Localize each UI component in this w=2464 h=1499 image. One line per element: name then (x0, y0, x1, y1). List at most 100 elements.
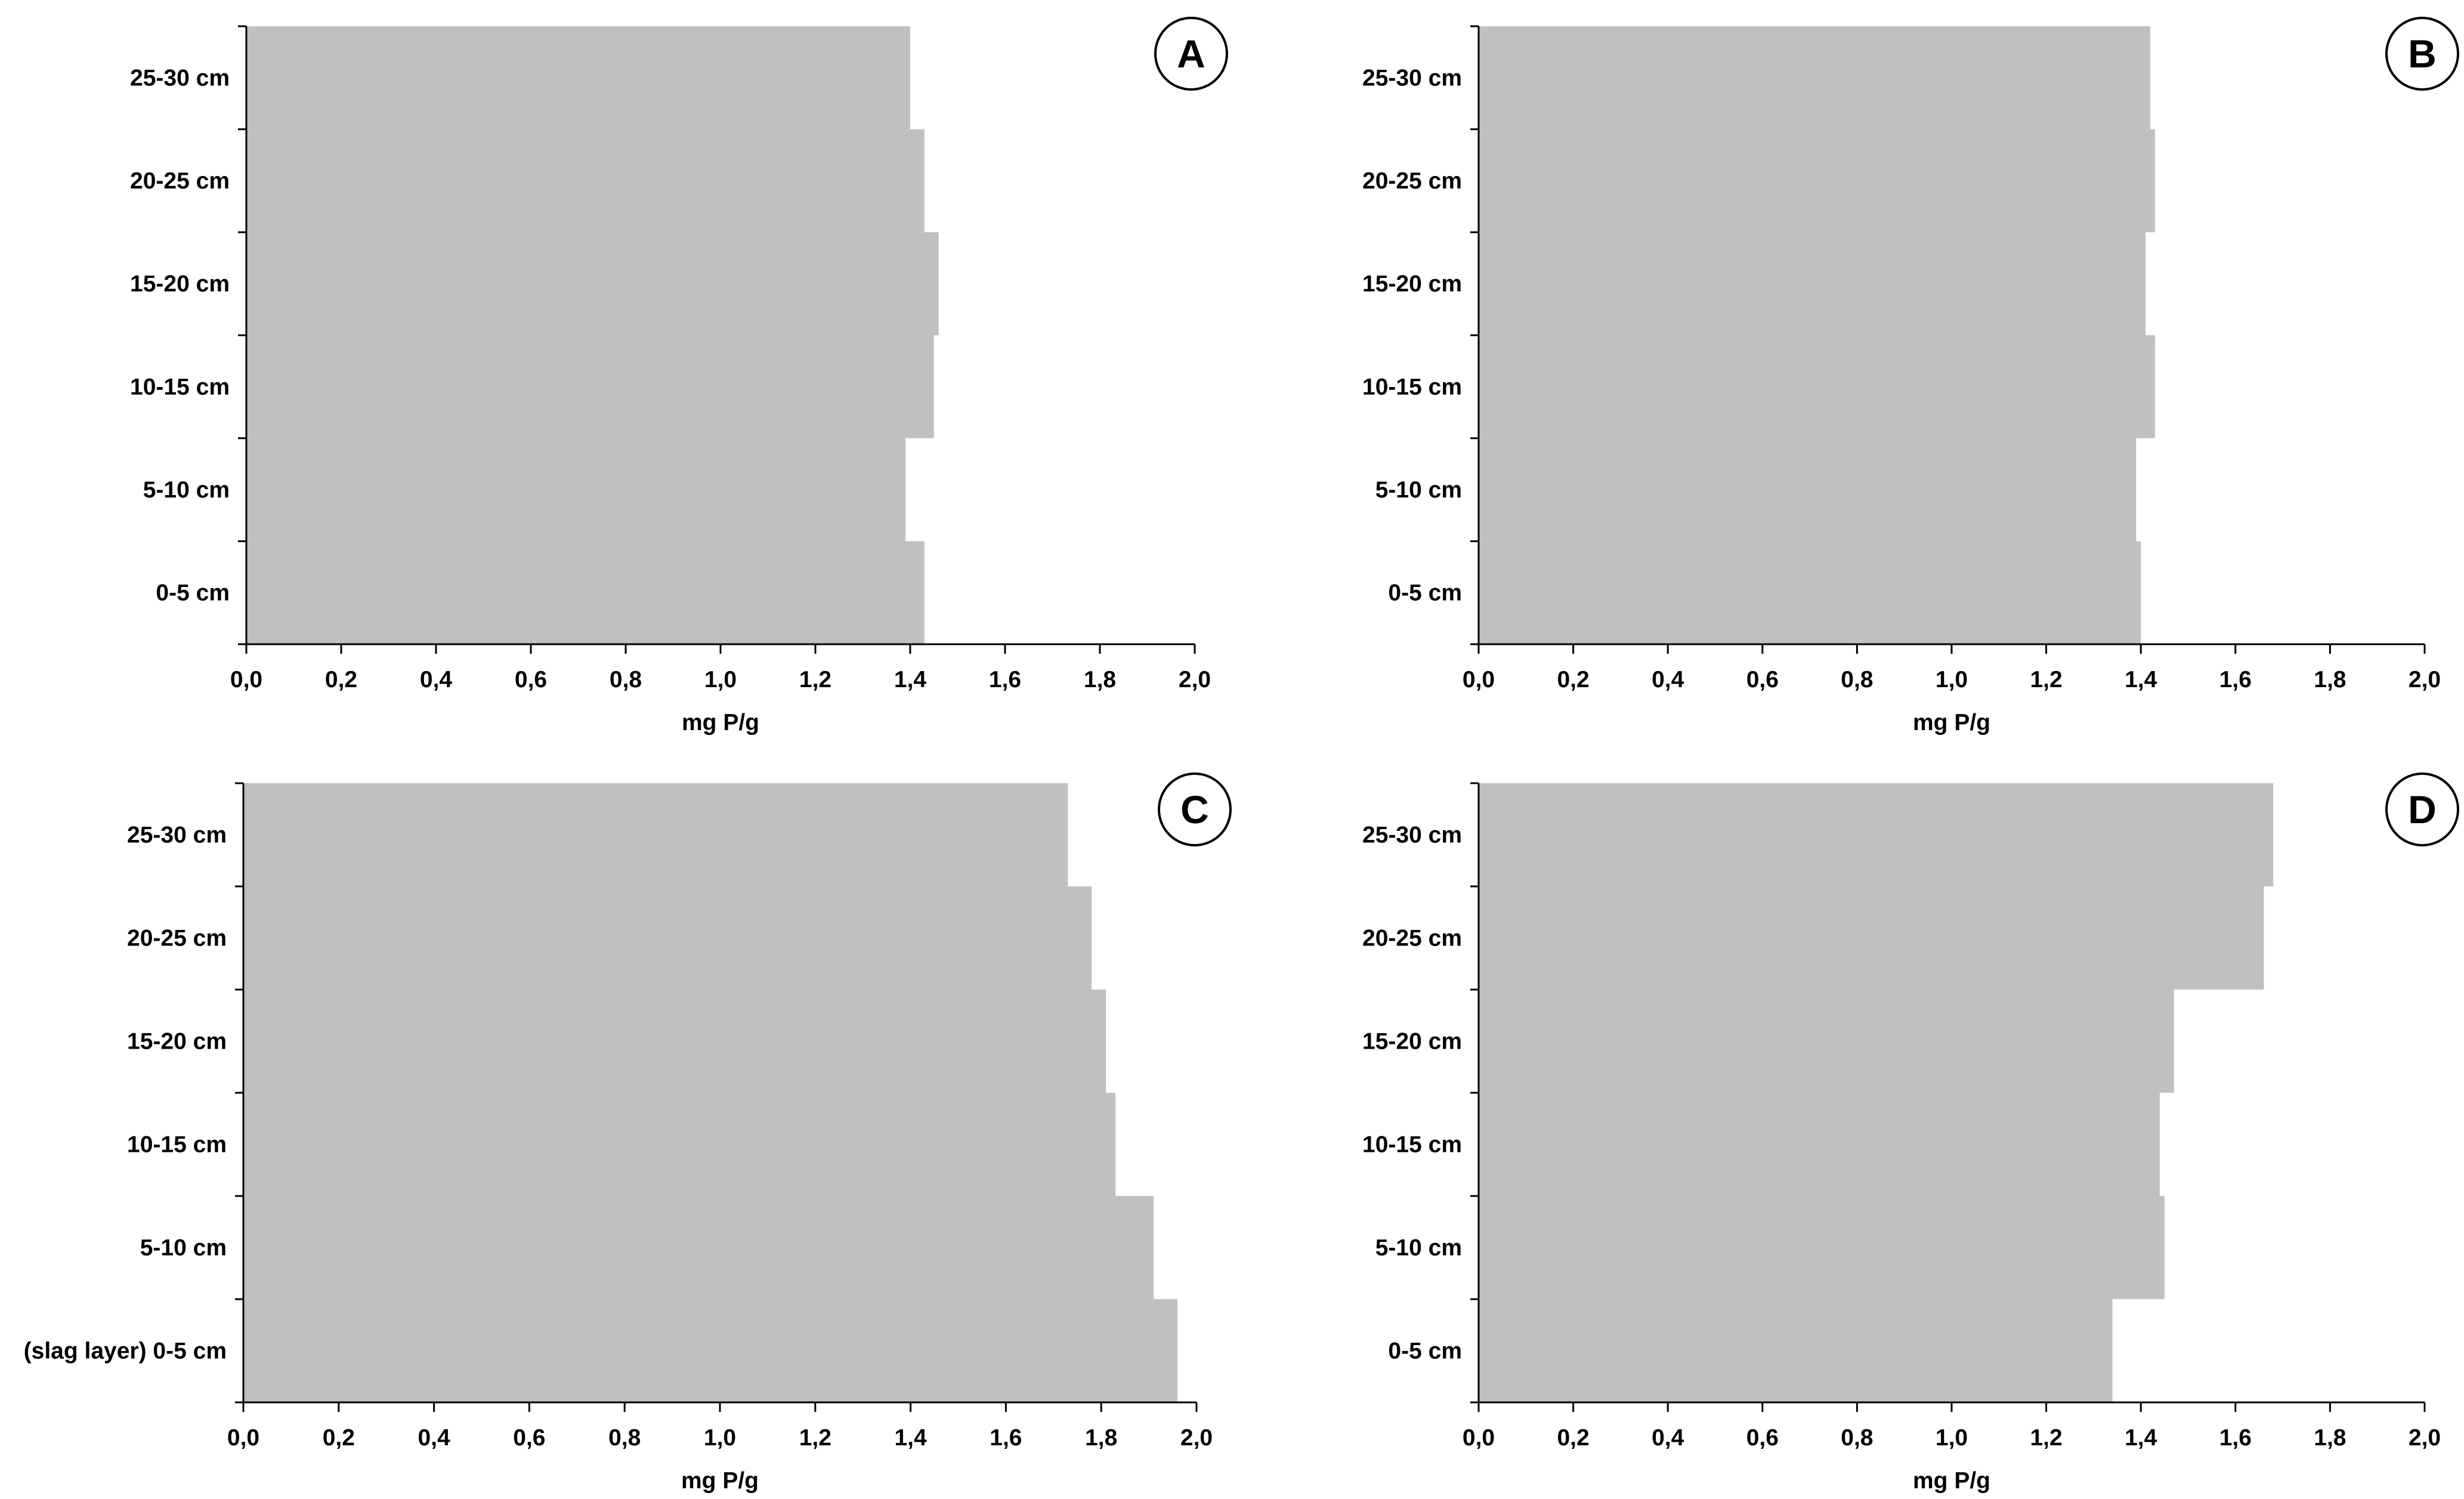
x-tick-label: 1,8 (2314, 1425, 2346, 1451)
x-tick-label: 0,4 (418, 1425, 450, 1451)
chart-panel-b: 0-5 cm 5-10 cm 10-15 cm 15-20 cm 20-25 cm 25-… (1362, 17, 2459, 735)
panel-letter: B (2408, 32, 2437, 76)
bar (243, 1093, 1116, 1196)
x-tick-label: 1,2 (799, 667, 831, 693)
x-axis-title: mg P/g (682, 710, 759, 735)
panel-letter: D (2408, 787, 2437, 832)
x-axis-title: mg P/g (1913, 710, 1990, 735)
x-tick-label: 0,6 (513, 1425, 545, 1451)
bar (246, 335, 934, 438)
x-tick-label: 1,2 (799, 1425, 831, 1451)
bar (1479, 886, 2264, 990)
bar (243, 1196, 1154, 1299)
x-tick-label: 0,0 (1463, 1425, 1495, 1451)
y-tick-label: 5-10 cm (143, 477, 230, 503)
x-tick-label: 0,0 (230, 667, 262, 693)
x-tick-label: 1,4 (2125, 1425, 2157, 1451)
x-tick-label: 1,0 (704, 667, 737, 693)
y-tick-label: 0-5 cm (1388, 1339, 1462, 1364)
y-tick-label: 20-25 cm (130, 168, 230, 194)
y-tick-label: 15-20 cm (1362, 1029, 1462, 1055)
x-tick-label: 2,0 (1180, 1425, 1213, 1451)
bar (1479, 129, 2155, 233)
x-tick-label: 0,2 (1557, 667, 1589, 693)
y-tick-label: 25-30 cm (130, 65, 230, 91)
x-tick-label: 1,6 (989, 667, 1021, 693)
y-tick-label: 10-15 cm (1362, 374, 1462, 400)
bar (1479, 26, 2151, 129)
y-tick-label: 25-30 cm (1362, 823, 1462, 848)
x-tick-label: 0,6 (515, 667, 547, 693)
bar (246, 232, 939, 335)
x-tick-label: 0,8 (1841, 667, 1873, 693)
x-tick-label: 1,6 (2219, 667, 2252, 693)
x-tick-label: 1,4 (2125, 667, 2157, 693)
bar (1479, 1299, 2113, 1402)
y-tick-label: 5-10 cm (1375, 477, 1462, 503)
x-tick-label: 0,2 (323, 1425, 355, 1451)
x-tick-label: 1,8 (1084, 667, 1116, 693)
panel-badge (2385, 772, 2459, 846)
x-tick-label: 1,8 (2314, 667, 2346, 693)
x-tick-label: 1,0 (1936, 667, 1968, 693)
x-tick-label: 1,6 (990, 1425, 1022, 1451)
x-tick-label: 1,0 (704, 1425, 736, 1451)
x-tick-label: 0,8 (610, 667, 642, 693)
x-axis-title: mg P/g (1913, 1468, 1990, 1494)
y-tick-label: 15-20 cm (127, 1029, 227, 1055)
y-tick-label: 5-10 cm (1375, 1235, 1462, 1261)
x-tick-label: 1,4 (894, 1425, 927, 1451)
bar (1479, 541, 2141, 644)
y-tick-label: 0-5 cm (156, 580, 230, 606)
bar (246, 438, 906, 542)
chart-panel-c: (slag layer) 0-5 cm 5-10 cm 10-15 cm 15-20 … (24, 772, 1232, 1494)
x-tick-label: 1,8 (1085, 1425, 1117, 1451)
bar (1479, 335, 2155, 438)
bar (1479, 1093, 2160, 1196)
bar (246, 26, 910, 129)
bar (243, 1299, 1178, 1402)
bar (243, 990, 1106, 1093)
x-tick-label: 0,8 (608, 1425, 641, 1451)
bar (1479, 438, 2137, 542)
x-tick-label: 0,4 (1652, 1425, 1684, 1451)
y-tick-label: 20-25 cm (1362, 926, 1462, 951)
x-tick-label: 2,0 (2409, 1425, 2441, 1451)
x-tick-label: 1,4 (894, 667, 927, 693)
bar (1479, 990, 2174, 1093)
y-tick-label: 25-30 cm (1362, 65, 1462, 91)
x-tick-label: 1,0 (1936, 1425, 1968, 1451)
panel-badge (1154, 17, 1228, 91)
y-tick-label: 15-20 cm (130, 271, 230, 297)
x-tick-label: 0,4 (1652, 667, 1684, 693)
panel-badge (1158, 772, 1232, 846)
x-tick-label: 1,2 (2030, 667, 2062, 693)
y-tick-label: 10-15 cm (127, 1132, 227, 1158)
y-tick-label: 0-5 cm (1388, 580, 1462, 606)
chart-panel-a: 0-5 cm 5-10 cm 10-15 cm 15-20 cm 20-25 cm 25-… (130, 17, 1228, 735)
bar (246, 541, 925, 644)
panel-letter: C (1180, 787, 1209, 832)
x-tick-label: 0,2 (1557, 1425, 1589, 1451)
x-tick-label: 2,0 (1179, 667, 1211, 693)
x-tick-label: 1,2 (2030, 1425, 2062, 1451)
y-tick-label: 15-20 cm (1362, 271, 1462, 297)
chart-panel-d: 0-5 cm 5-10 cm 10-15 cm 15-20 cm 20-25 cm 25-… (1362, 772, 2459, 1494)
bar (246, 129, 925, 233)
y-tick-label: 10-15 cm (130, 374, 230, 400)
bar (1479, 232, 2146, 335)
bar (243, 783, 1068, 886)
bar (243, 886, 1092, 990)
y-tick-label: 10-15 cm (1362, 1132, 1462, 1158)
y-tick-label: 20-25 cm (1362, 168, 1462, 194)
x-tick-label: 0,6 (1746, 667, 1779, 693)
x-tick-label: 0,6 (1746, 1425, 1779, 1451)
panel-letter: A (1177, 32, 1205, 76)
x-tick-label: 0,0 (227, 1425, 259, 1451)
panel-badge (2385, 17, 2459, 91)
y-tick-label: 25-30 cm (127, 823, 227, 848)
y-tick-label: 20-25 cm (127, 926, 227, 951)
x-tick-label: 0,0 (1463, 667, 1495, 693)
y-tick-label: (slag layer) 0-5 cm (24, 1339, 227, 1364)
